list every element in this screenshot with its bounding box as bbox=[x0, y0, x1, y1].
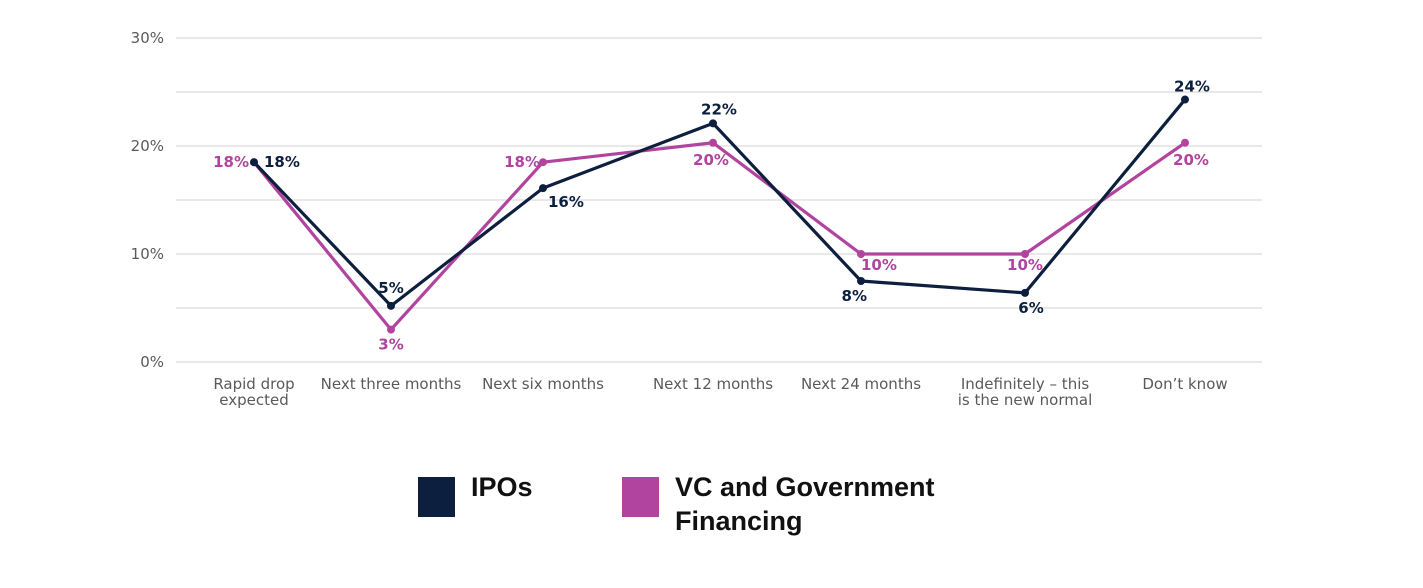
data-label: 18% bbox=[264, 153, 300, 171]
data-point bbox=[250, 158, 258, 167]
data-point bbox=[387, 325, 395, 334]
legend-item-ipos: IPOs bbox=[418, 470, 533, 517]
data-labels: 18% 5% 16% 22% 8% 6% 24% 18% 3% 18% 20% 10% 10% 20% bbox=[213, 78, 1210, 354]
data-label: 8% bbox=[842, 287, 867, 305]
data-label: 16% bbox=[548, 193, 584, 211]
data-point bbox=[857, 277, 865, 285]
data-label: 22% bbox=[701, 100, 737, 118]
data-point bbox=[1181, 95, 1189, 104]
y-axis-ticks: 0% 10% 20% 30% bbox=[131, 29, 164, 371]
y-tick-label: 0% bbox=[140, 353, 164, 371]
x-category-label: Next 12 months bbox=[653, 375, 773, 393]
data-label: 20% bbox=[693, 151, 729, 169]
legend-label-line: VC and Government bbox=[675, 472, 935, 502]
series-line bbox=[252, 141, 1186, 332]
data-point bbox=[1021, 250, 1029, 258]
legend-label-line: IPOs bbox=[471, 472, 533, 502]
data-point bbox=[539, 184, 547, 193]
data-label: 18% bbox=[213, 153, 249, 171]
series-line bbox=[252, 98, 1187, 308]
data-label: 10% bbox=[861, 256, 897, 274]
grid-lines bbox=[176, 37, 1262, 363]
legend-swatch-vc-government bbox=[622, 477, 659, 517]
data-point bbox=[1021, 288, 1029, 297]
y-tick-label: 30% bbox=[131, 29, 164, 47]
legend-swatch-ipos bbox=[418, 477, 455, 517]
data-label: 6% bbox=[1018, 299, 1043, 317]
x-category-label: expected bbox=[219, 391, 288, 409]
x-category-label: Rapid drop bbox=[213, 375, 294, 393]
data-label: 18% bbox=[504, 153, 540, 171]
data-point bbox=[709, 138, 717, 147]
y-tick-label: 10% bbox=[131, 245, 164, 263]
legend-label-ipos: IPOs bbox=[471, 470, 533, 504]
data-label: 24% bbox=[1174, 78, 1210, 96]
x-category-label: Indefinitely – this bbox=[961, 375, 1090, 393]
data-point bbox=[709, 119, 717, 128]
x-category-label: Next six months bbox=[482, 375, 604, 393]
x-category-label: Don’t know bbox=[1142, 375, 1227, 393]
x-category-label: Next 24 months bbox=[801, 375, 921, 393]
y-tick-label: 20% bbox=[131, 137, 164, 155]
data-point bbox=[387, 301, 395, 310]
legend-label-line: Financing bbox=[675, 506, 803, 536]
legend: IPOs VC and Government Financing bbox=[0, 470, 1423, 550]
data-label: 10% bbox=[1007, 256, 1043, 274]
data-point bbox=[857, 250, 865, 258]
data-label: 3% bbox=[378, 336, 403, 354]
x-category-label: Next three months bbox=[321, 375, 462, 393]
series-points bbox=[250, 95, 1189, 334]
data-label: 5% bbox=[378, 279, 403, 297]
data-label: 20% bbox=[1173, 151, 1209, 169]
data-point bbox=[1181, 138, 1189, 147]
x-category-label: is the new normal bbox=[958, 391, 1092, 409]
legend-label-vc-government: VC and Government Financing bbox=[675, 470, 935, 538]
data-point bbox=[539, 158, 547, 167]
legend-item-vc-government: VC and Government Financing bbox=[622, 470, 935, 538]
